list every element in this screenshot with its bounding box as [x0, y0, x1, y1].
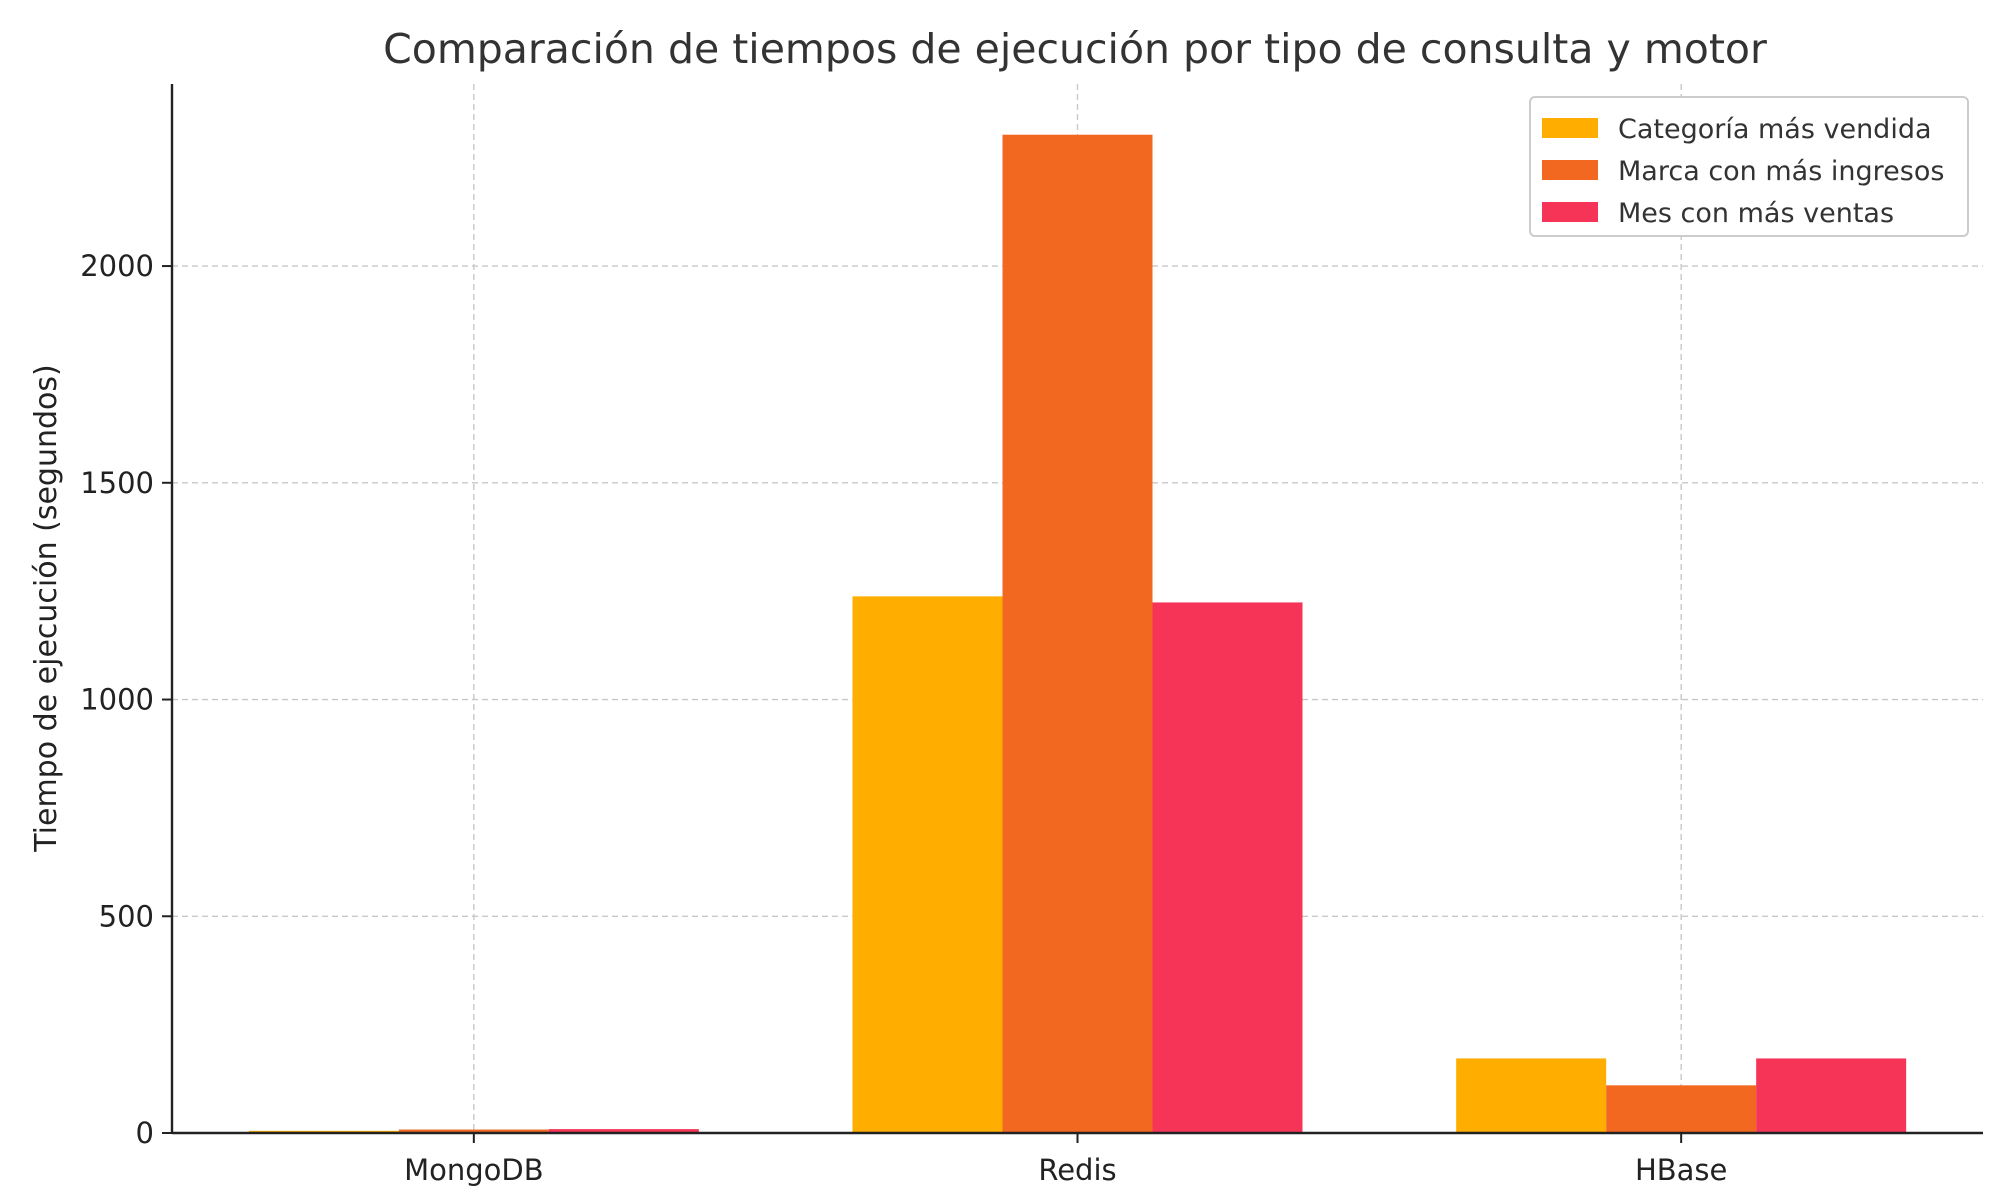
legend-label: Categoría más vendida: [1618, 114, 1932, 145]
legend-swatch: [1542, 202, 1598, 222]
legend-label: Marca con más ingresos: [1618, 156, 1944, 187]
y-tick-label: 1000: [80, 683, 154, 717]
y-tick-label: 500: [99, 899, 154, 933]
bar-categor-a-m-s-vendida-hbase: [1456, 1058, 1607, 1133]
axes: [162, 84, 1983, 1143]
y-axis-label: Tiempo de ejecución (segundos): [29, 364, 64, 852]
legend-box: [1529, 96, 1969, 237]
bars: [248, 134, 1907, 1133]
legend-label: Mes con más ventas: [1618, 198, 1894, 229]
chart-title: Comparación de tiempos de ejecución por …: [383, 25, 1767, 73]
x-tick-label: HBase: [1635, 1153, 1727, 1187]
legend-swatch: [1542, 118, 1598, 138]
bar-mes-con-m-s-ventas-redis: [1152, 602, 1303, 1133]
bar-marca-con-m-s-ingresos-mongodb: [398, 1129, 549, 1133]
bar-categor-a-m-s-vendida-redis: [852, 596, 1003, 1133]
bar-mes-con-m-s-ventas-mongodb: [548, 1129, 699, 1133]
y-tick-label: 0: [136, 1116, 154, 1150]
legend-swatch: [1542, 160, 1598, 180]
tick-labels: 0 500 1000 1500 2000 MongoDB Redis HBase: [80, 249, 1727, 1187]
bar-marca-con-m-s-ingresos-hbase: [1606, 1085, 1757, 1133]
y-tick-label: 1500: [80, 466, 154, 500]
legend: Categoría más vendida Marca con más ingre…: [1529, 96, 1969, 237]
bar-marca-con-m-s-ingresos-redis: [1002, 134, 1153, 1133]
bar-mes-con-m-s-ventas-hbase: [1756, 1058, 1907, 1133]
x-tick-label: Redis: [1038, 1153, 1116, 1187]
y-tick-label: 2000: [80, 249, 154, 283]
x-tick-label: MongoDB: [404, 1153, 544, 1187]
